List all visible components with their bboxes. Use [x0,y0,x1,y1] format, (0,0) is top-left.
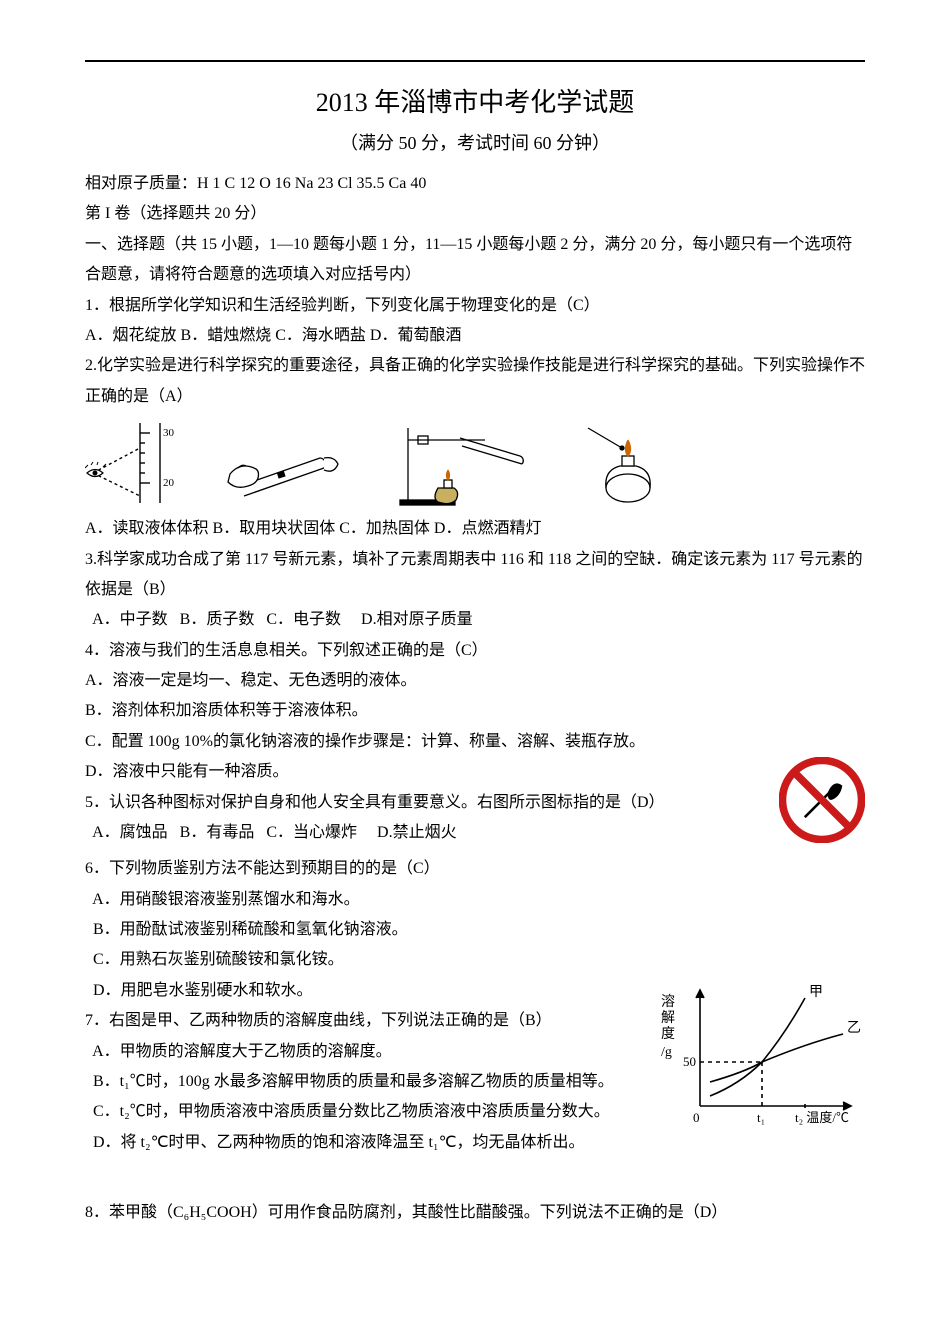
question-3-stem: 3.科学家成功合成了第 117 号新元素，填补了元素周期表中 116 和 118… [85,545,865,606]
tick-30-label: 30 [163,427,175,439]
question-4-opt-d: D．溶液中只能有一种溶质。 [85,757,865,787]
heating-solid-icon [390,418,540,508]
origin-label: 0 [693,1110,700,1125]
figure-2d [580,418,675,508]
solubility-chart: 溶 解 度 /g 50 0 t₁ t₂ 温度/℃ 甲 乙 [655,976,865,1141]
question-2-figures: 30 20 [85,418,865,508]
graduated-cylinder-icon: 30 20 [85,418,180,508]
exam-subtitle: （满分 50 分，考试时间 60 分钟） [85,129,865,155]
section-1-heading: 第 I 卷（选择题共 20 分） [85,199,865,229]
question-3-options: A．中子数 B．质子数 C．电子数 D.相对原子质量 [85,605,865,635]
atomic-masses: 相对原子质量：H 1 C 12 O 16 Na 23 Cl 35.5 Ca 40 [85,169,865,199]
question-5-stem: 5．认识各种图标对保护自身和他人安全具有重要意义。右图所示图标指的是（D） [85,788,865,818]
question-4-stem: 4．溶液与我们的生活息息相关。下列叙述正确的是（C） [85,636,865,666]
question-6-opt-c: C．用熟石灰鉴别硫酸铵和氯化铵。 [85,945,865,975]
y-axis-label-1: 溶 [661,994,675,1010]
question-4-opt-b: B．溶剂体积加溶质体积等于溶液体积。 [85,696,865,726]
tick-20-label: 20 [163,477,175,489]
x-tick-t1: t₁ [757,1110,765,1125]
question-2-stem: 2.化学实验是进行科学探究的重要途径，具备正确的化学实验操作技能是进行科学探究的… [85,351,865,412]
question-1-stem: 1．根据所学化学知识和生活经验判断，下列变化属于物理变化的是（C） [85,291,865,321]
no-fire-icon [779,757,865,843]
top-rule [85,60,865,62]
question-6-stem: 6．下列物质鉴别方法不能达到预期目的的是（C） [85,854,865,884]
question-1-options: A．烟花绽放 B．蜡烛燃烧 C．海水晒盐 D．葡萄酿酒 [85,321,865,351]
y-tick-50: 50 [683,1054,696,1069]
solubility-curve-icon: 溶 解 度 /g 50 0 t₁ t₂ 温度/℃ 甲 乙 [655,976,865,1136]
figure-2b [220,428,350,508]
question-5-options: A．腐蚀品 B．有毒品 C．当心爆炸 D.禁止烟火 [85,818,865,848]
exam-title: 2013 年淄博市中考化学试题 [85,82,865,119]
x-axis-label: t₂ 温度/℃ [795,1110,849,1125]
light-lamp-icon [580,418,675,508]
figure-2a: 30 20 [85,418,180,508]
question-8-stem: 8．苯甲酸（C₆H₅COOH）可用作食品防腐剂，其酸性比醋酸强。下列说法不正确的… [85,1198,865,1228]
y-axis-label-2: 解 [661,1010,675,1026]
question-4-opt-a: A．溶液一定是均一、稳定、无色透明的液体。 [85,666,865,696]
prohibition-sign [779,757,865,848]
y-axis-label-3: 度 [661,1026,675,1042]
series-yi-label: 乙 [847,1020,861,1036]
question-4-opt-c: C．配置 100g 10%的氯化钠溶液的操作步骤是：计算、称量、溶解、装瓶存放。 [85,727,865,757]
section-instructions: 一、选择题（共 15 小题，1—10 题每小题 1 分，11—15 小题每小题 … [85,230,865,291]
place-solid-icon [220,428,350,508]
series-jia-label: 甲 [809,985,823,1000]
question-6-opt-a: A．用硝酸银溶液鉴别蒸馏水和海水。 [85,885,865,915]
y-axis-unit: /g [661,1045,672,1060]
question-6-opt-b: B．用酚酞试液鉴别稀硫酸和氢氧化钠溶液。 [85,915,865,945]
exam-page: 2013 年淄博市中考化学试题 （满分 50 分，考试时间 60 分钟） 相对原… [0,0,950,1269]
question-2-options: A．读取液体体积 B．取用块状固体 C．加热固体 D．点燃酒精灯 [85,514,865,544]
figure-2c [390,418,540,508]
